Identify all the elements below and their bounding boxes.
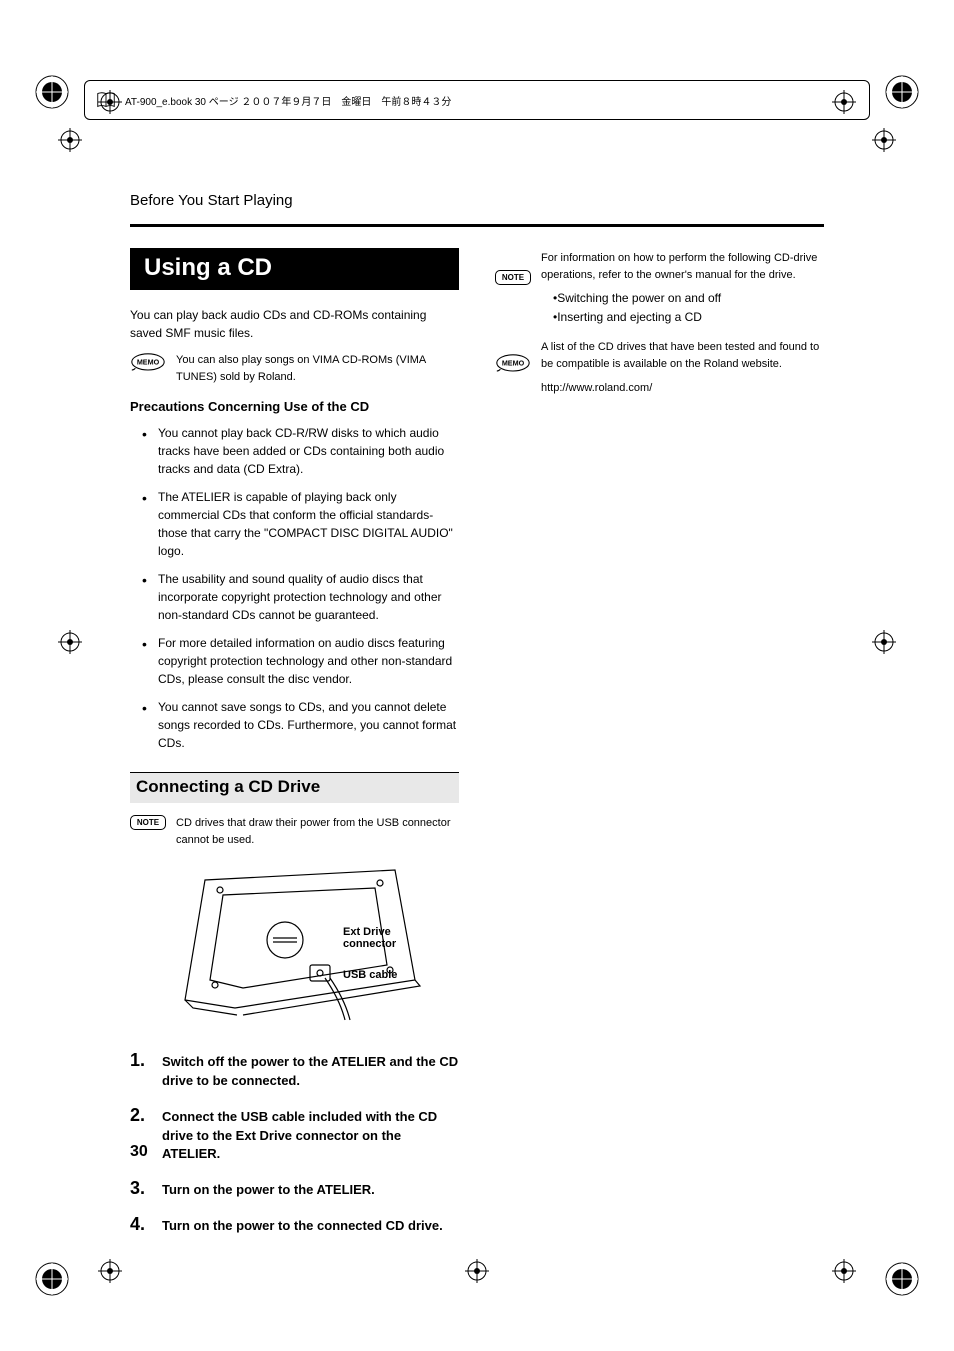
list-item: The usability and sound quality of audio… xyxy=(158,570,459,624)
note-text-group: For information on how to perform the fo… xyxy=(541,250,824,327)
registration-mark xyxy=(832,1259,856,1283)
registration-mark xyxy=(58,128,82,152)
printer-mark-tr xyxy=(882,72,922,112)
note-bullet: •Inserting and ejecting a CD xyxy=(541,308,824,327)
note-block: NOTE For information on how to perform t… xyxy=(495,250,824,327)
list-item: For more detailed information on audio d… xyxy=(158,634,459,688)
list-item: The ATELIER is capable of playing back o… xyxy=(158,488,459,560)
step-number: 2. xyxy=(130,1105,152,1126)
step-number: 4. xyxy=(130,1214,152,1235)
registration-mark xyxy=(98,1259,122,1283)
memo-block: MEMO A list of the CD drives that have b… xyxy=(495,339,824,397)
cd-drive-diagram: Ext Driveconnector USB cable xyxy=(165,860,425,1030)
registration-mark xyxy=(872,630,896,654)
page-frame-header: AT-900_e.book 30 ページ ２００７年９月７日 金曜日 午前８時４… xyxy=(84,80,870,120)
main-title: Using a CD xyxy=(130,248,459,290)
precautions-heading: Precautions Concerning Use of the CD xyxy=(130,399,459,414)
step-item: 2. Connect the USB cable included with th… xyxy=(130,1105,459,1165)
list-item: You cannot save songs to CDs, and you ca… xyxy=(158,698,459,752)
memo-icon: MEMO xyxy=(130,352,166,377)
content-area: Using a CD You can play back audio CDs a… xyxy=(130,248,824,1250)
note-text: CD drives that draw their power from the… xyxy=(176,815,459,848)
page-number: 30 xyxy=(130,1143,148,1161)
step-text: Switch off the power to the ATELIER and … xyxy=(162,1053,459,1091)
steps-list: 1. Switch off the power to the ATELIER an… xyxy=(130,1050,459,1236)
precautions-list: You cannot play back CD-R/RW disks to wh… xyxy=(130,424,459,752)
note-icon: NOTE xyxy=(130,815,166,830)
book-icon xyxy=(95,89,117,111)
right-column: NOTE For information on how to perform t… xyxy=(495,248,824,1250)
section-header: Before You Start Playing xyxy=(130,192,293,209)
memo-text: You can also play songs on VIMA CD-ROMs … xyxy=(176,352,459,385)
step-text: Connect the USB cable included with the … xyxy=(162,1108,459,1165)
note-intro: For information on how to perform the fo… xyxy=(541,250,824,283)
memo-block: MEMO You can also play songs on VIMA CD-… xyxy=(130,352,459,385)
registration-mark xyxy=(58,630,82,654)
registration-mark xyxy=(872,128,896,152)
left-column: Using a CD You can play back audio CDs a… xyxy=(130,248,459,1250)
step-number: 3. xyxy=(130,1178,152,1199)
svg-text:MEMO: MEMO xyxy=(137,358,160,367)
printer-mark-br xyxy=(882,1259,922,1299)
diagram-label-1: Ext Driveconnector xyxy=(343,926,397,950)
printer-mark-tl xyxy=(32,72,72,112)
step-text: Turn on the power to the connected CD dr… xyxy=(162,1217,459,1236)
section-header-rule xyxy=(130,224,824,227)
step-item: 4. Turn on the power to the connected CD … xyxy=(130,1214,459,1236)
memo-url: http://www.roland.com/ xyxy=(541,380,824,397)
list-item: You cannot play back CD-R/RW disks to wh… xyxy=(158,424,459,478)
step-item: 1. Switch off the power to the ATELIER an… xyxy=(130,1050,459,1091)
step-item: 3. Turn on the power to the ATELIER. xyxy=(130,1178,459,1200)
svg-text:MEMO: MEMO xyxy=(502,359,525,368)
note-icon: NOTE xyxy=(495,270,531,285)
subsection-title: Connecting a CD Drive xyxy=(130,772,459,803)
step-text: Turn on the power to the ATELIER. xyxy=(162,1181,459,1200)
printer-mark-bl xyxy=(32,1259,72,1299)
memo-text-group: A list of the CD drives that have been t… xyxy=(541,339,824,397)
memo-icon: MEMO xyxy=(495,353,531,378)
intro-paragraph: You can play back audio CDs and CD-ROMs … xyxy=(130,306,459,342)
frame-header-text: AT-900_e.book 30 ページ ２００７年９月７日 金曜日 午前８時４… xyxy=(125,93,451,108)
step-number: 1. xyxy=(130,1050,152,1071)
note-block: NOTE CD drives that draw their power fro… xyxy=(130,815,459,848)
registration-mark xyxy=(465,1259,489,1283)
note-bullet: •Switching the power on and off xyxy=(541,289,824,308)
diagram-label-2: USB cable xyxy=(343,969,397,981)
memo-line1: A list of the CD drives that have been t… xyxy=(541,339,824,372)
